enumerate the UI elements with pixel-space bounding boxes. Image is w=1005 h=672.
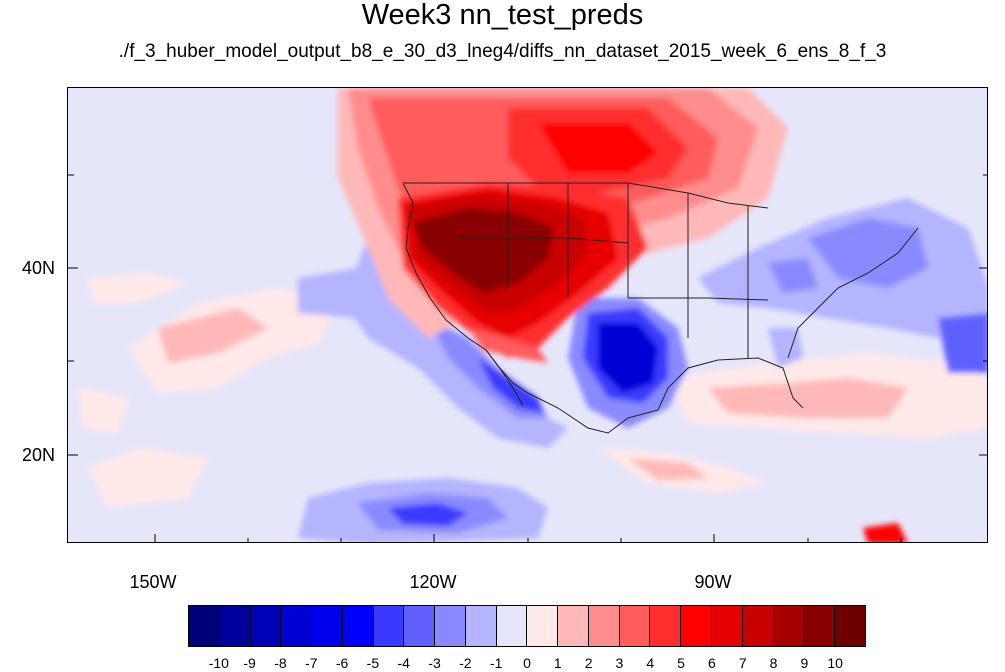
western-us-positive-peak bbox=[413, 208, 553, 293]
lon-label-120w: 120W bbox=[409, 572, 457, 592]
colorbar bbox=[188, 605, 866, 647]
colorbar-label: -9 bbox=[243, 655, 256, 671]
colorbar-label: 5 bbox=[677, 655, 685, 671]
lon-label-150w: 150W bbox=[129, 572, 177, 592]
map-subtitle: ./f_3_huber_model_output_b8_e_30_d3_lneg… bbox=[118, 41, 887, 62]
colorbar-label: -10 bbox=[208, 655, 229, 671]
caribbean-positive-mid-patch bbox=[628, 458, 708, 480]
lat-label-20n: 20N bbox=[22, 445, 56, 465]
colorbar-swatch-0 bbox=[189, 606, 220, 646]
colorbar-swatch-8 bbox=[435, 606, 466, 646]
colorbar-swatch-2 bbox=[250, 606, 282, 646]
east-us-negative-mid bbox=[808, 218, 928, 288]
colorbar-swatch-12 bbox=[558, 606, 589, 646]
colorbar-label: -1 bbox=[489, 655, 503, 671]
pacific-positive-patch-2 bbox=[88, 273, 188, 303]
lon-label-90w: 90W bbox=[694, 572, 732, 592]
colorbar-label: -6 bbox=[335, 655, 349, 671]
eastern-pacific-negative-core bbox=[388, 503, 468, 526]
southwest-positive-tail bbox=[468, 328, 548, 363]
baja-negative-core bbox=[478, 358, 543, 413]
colorbar-swatch-3 bbox=[281, 606, 313, 646]
contour-field bbox=[68, 88, 987, 542]
colorbar-label: 9 bbox=[800, 655, 809, 671]
colorbar-swatch-1 bbox=[219, 606, 251, 646]
map-tick-marks bbox=[68, 174, 987, 542]
colorbar-label: 1 bbox=[553, 655, 562, 671]
colorbar-label: -5 bbox=[366, 655, 380, 671]
colorbar-swatch-21 bbox=[835, 606, 865, 646]
pacific-positive-patch-3 bbox=[78, 388, 128, 433]
colorbar-swatch-18 bbox=[742, 606, 774, 646]
colorbar-swatch-11 bbox=[527, 606, 559, 646]
colorbar-label: -2 bbox=[459, 655, 472, 671]
colorbar-swatch-17 bbox=[712, 606, 743, 646]
colorbar-label: 2 bbox=[584, 655, 593, 671]
colorbar-swatch-10 bbox=[496, 606, 528, 646]
colorbar-label: -3 bbox=[428, 655, 441, 671]
colorbar-swatch-16 bbox=[681, 606, 713, 646]
colorbar-swatch-20 bbox=[804, 606, 836, 646]
colorbar-label: 4 bbox=[646, 655, 655, 671]
colorbar-label: 0 bbox=[523, 655, 531, 671]
lat-label-40n: 40N bbox=[22, 258, 56, 278]
colorbar-label: 10 bbox=[827, 655, 843, 671]
hawaii-positive-patch bbox=[88, 448, 208, 508]
coastline-outline bbox=[402, 182, 919, 434]
colorbar-label: 6 bbox=[708, 655, 716, 671]
colorbar-swatch-14 bbox=[619, 606, 651, 646]
colorbar-label: 8 bbox=[769, 655, 778, 671]
colorbar-label: -8 bbox=[274, 655, 287, 671]
colorbar-swatch-4 bbox=[312, 606, 343, 646]
colorbar-label: 3 bbox=[615, 655, 624, 671]
colorbar-swatch-19 bbox=[773, 606, 805, 646]
atlantic-negative-core bbox=[938, 313, 987, 373]
map-panel bbox=[67, 87, 988, 543]
canada-positive-peak bbox=[538, 123, 658, 173]
atlantic-positive-mid-patch bbox=[708, 378, 908, 418]
colorbar-label: 7 bbox=[738, 655, 747, 671]
colorbar-label: -7 bbox=[305, 655, 318, 671]
texas-negative-core bbox=[598, 323, 658, 393]
great-lakes-negative-patch bbox=[768, 258, 818, 293]
pacific-positive-mid-patch bbox=[158, 308, 268, 363]
caribbean-red-spot bbox=[863, 523, 908, 542]
colorbar-swatch-15 bbox=[650, 606, 682, 646]
colorbar-swatch-13 bbox=[588, 606, 620, 646]
colorbar-swatch-6 bbox=[373, 606, 405, 646]
map-title: Week3 nn_test_preds bbox=[361, 0, 644, 31]
colorbar-swatch-9 bbox=[465, 606, 497, 646]
colorbar-swatch-5 bbox=[342, 606, 374, 646]
colorbar-swatch-7 bbox=[404, 606, 436, 646]
colorbar-label: -4 bbox=[397, 655, 410, 671]
